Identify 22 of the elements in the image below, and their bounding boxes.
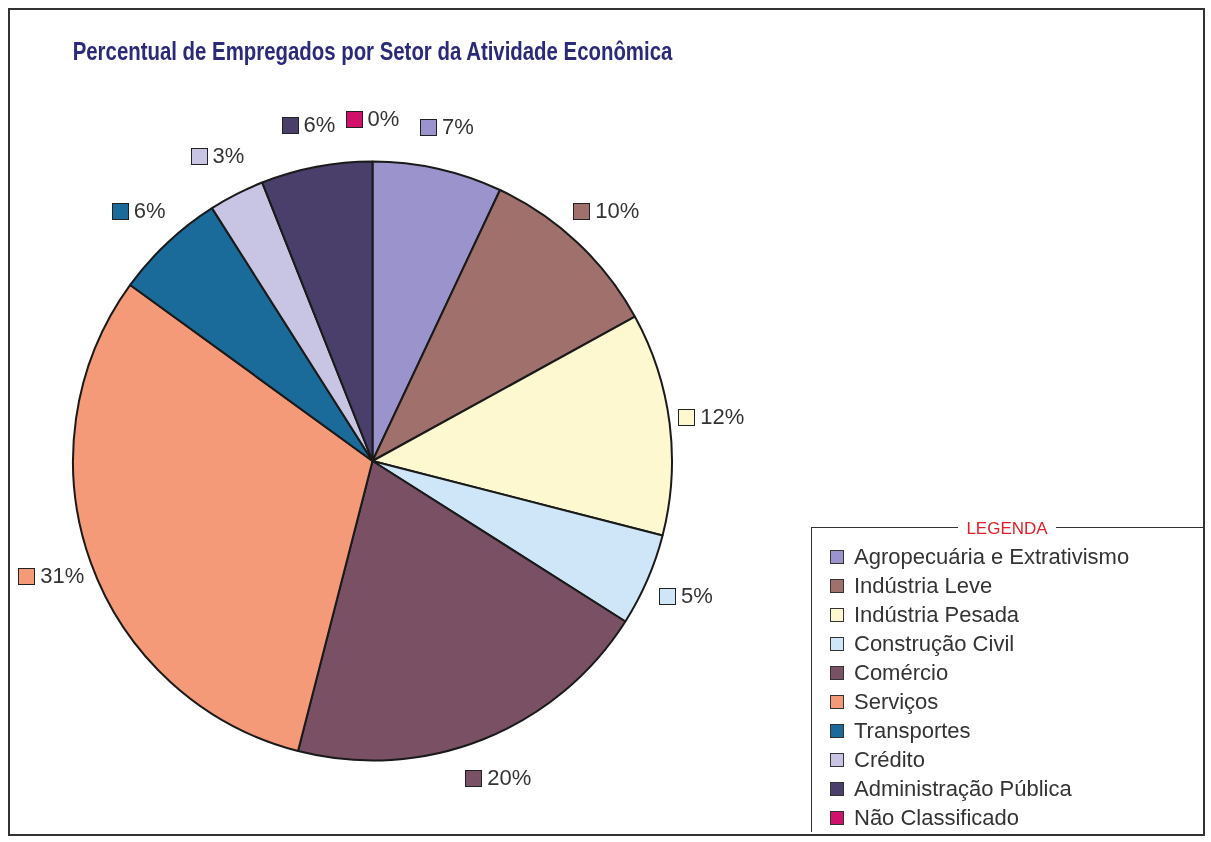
data-label: 20% xyxy=(487,764,532,790)
legend-label: Agropecuária e Extrativismo xyxy=(854,543,1130,570)
data-label: 6% xyxy=(133,198,166,224)
data-label: 3% xyxy=(212,142,245,168)
legend-label: Administração Pública xyxy=(854,775,1072,802)
legend-label: Transportes xyxy=(854,717,971,744)
data-label: 6% xyxy=(303,111,336,137)
data-label: 5% xyxy=(681,582,713,608)
legend-label: Indústria Leve xyxy=(854,572,993,599)
data-label: 12% xyxy=(700,404,745,430)
legend-label: Não Classificado xyxy=(854,804,1020,831)
legend-title: LEGENDA xyxy=(958,519,1056,538)
data-label: 7% xyxy=(442,113,474,139)
chart-title: Percentual de Empregados por Setor da Atividade Econômica xyxy=(72,36,673,66)
legend-label: Indústria Pesada xyxy=(854,601,1020,628)
text: 0% xyxy=(367,105,400,131)
data-label: 10% xyxy=(595,198,640,224)
legend-label: Comércio xyxy=(854,659,949,686)
data-label: 31% xyxy=(40,562,85,588)
legend-label: Crédito xyxy=(854,746,925,773)
legend-label: Serviços xyxy=(854,688,939,715)
legend-label: Construção Civil xyxy=(854,630,1015,657)
